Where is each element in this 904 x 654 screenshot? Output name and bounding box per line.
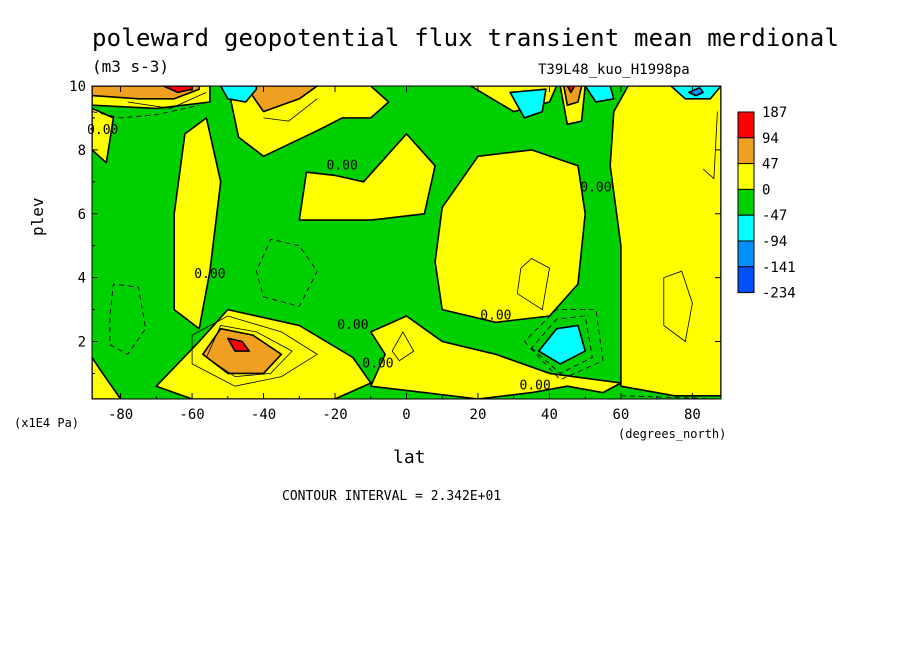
contour-line-2 — [391, 331, 415, 362]
legend-level-label: -47 — [762, 208, 787, 224]
color-legend: 187 94 47 0 -47 -94 -141 -234 — [737, 105, 796, 302]
x-axis-units: (degrees_north) — [618, 427, 727, 441]
contour-labels: 0.00 0.00 0.00 0.00 0.00 0.00 0.00 0.00 — [87, 123, 612, 394]
contour-line-6 — [702, 111, 718, 180]
legend-swatch — [737, 214, 755, 242]
legend-swatch — [737, 111, 755, 139]
legend-level-label: -94 — [762, 234, 787, 250]
contour-region-2 — [369, 315, 622, 399]
contour-region-4 — [173, 117, 222, 330]
contour-line-7 — [127, 92, 207, 109]
dashed-contour-4 — [92, 104, 200, 119]
contour-region-18 — [566, 86, 576, 94]
contour-interval: CONTOUR INTERVAL = 2.342E+01 — [282, 489, 502, 504]
contour-label-5: 0.00 — [327, 158, 358, 173]
x-tick-label: 80 — [684, 407, 701, 423]
x-tick-label: 60 — [613, 407, 630, 423]
x-tick-label: -40 — [251, 407, 276, 423]
contour-region-24 — [687, 86, 704, 97]
contour-label-4: 0.00 — [194, 267, 225, 282]
contour-region-19 — [537, 324, 587, 365]
contour-label-6: 0.00 — [580, 181, 611, 196]
contour-line-3 — [516, 258, 550, 311]
dashed-contour-0 — [109, 283, 147, 355]
contour-region-21 — [509, 88, 547, 119]
contour-region-5 — [298, 133, 436, 221]
run-label: T39L48_kuo_H1998pa — [538, 62, 690, 78]
contour-label-1: 0.00 — [362, 356, 393, 371]
contour-region-20 — [219, 86, 258, 103]
contour-label-2: 0.00 — [337, 318, 368, 333]
contour-line-1 — [206, 325, 293, 378]
contour-label-7: 0.00 — [87, 123, 118, 138]
y-tick-label: 2 — [78, 335, 86, 351]
legend-level-label: -141 — [762, 260, 796, 276]
chart-title: poleward geopotential flux transient mea… — [92, 24, 840, 52]
contour-region-22 — [584, 86, 615, 103]
legend-level-label: -234 — [762, 286, 796, 302]
contour-line-0 — [191, 315, 318, 387]
legend-level-label: 47 — [762, 157, 779, 173]
contour-line-4 — [663, 270, 693, 343]
contour-label-3: 0.00 — [480, 308, 511, 323]
x-tick-label: -20 — [322, 407, 347, 423]
x-tick-label: -80 — [108, 407, 133, 423]
x-tick-label: 20 — [470, 407, 487, 423]
y-axis-units: (x1E4 Pa) — [14, 416, 80, 430]
legend-swatch — [737, 188, 755, 216]
legend-swatch — [737, 163, 755, 190]
contour-line-5 — [263, 98, 318, 122]
x-tick-label: 40 — [541, 407, 558, 423]
contour-region-14 — [244, 86, 319, 113]
filled-contours — [92, 86, 721, 399]
y-axis: 2 4 6 8 10 — [69, 79, 721, 374]
y-tick-label: 4 — [78, 271, 86, 287]
legend-level-label: 94 — [762, 131, 779, 147]
legend-swatch — [737, 266, 755, 294]
x-axis: -80 -60 -40 -20 0 20 40 60 80 — [108, 86, 701, 423]
x-axis-label: lat — [393, 447, 426, 468]
dashed-contour-1 — [255, 238, 318, 307]
dashed-contour-2 — [531, 315, 593, 374]
contour-region-16 — [227, 337, 251, 352]
legend-level-label: 187 — [762, 105, 787, 121]
contour-lines — [92, 92, 721, 399]
y-tick-label: 10 — [69, 79, 86, 95]
y-tick-label: 8 — [78, 143, 86, 159]
legend-swatch — [737, 240, 755, 268]
legend-level-label: 0 — [762, 182, 770, 198]
contour-region-3 — [609, 86, 721, 397]
contour-region-8 — [92, 107, 115, 164]
x-tick-label: 0 — [402, 407, 410, 423]
contour-region-1 — [92, 356, 122, 399]
contour-label-0: 0.00 — [520, 379, 551, 394]
contour-region-15 — [562, 86, 583, 106]
y-tick-label: 6 — [78, 207, 86, 223]
x-tick-label: -60 — [179, 407, 204, 423]
chart-units: (m3 s-3) — [92, 57, 170, 76]
dashed-contour-5 — [620, 395, 721, 399]
legend-swatch — [737, 137, 755, 165]
